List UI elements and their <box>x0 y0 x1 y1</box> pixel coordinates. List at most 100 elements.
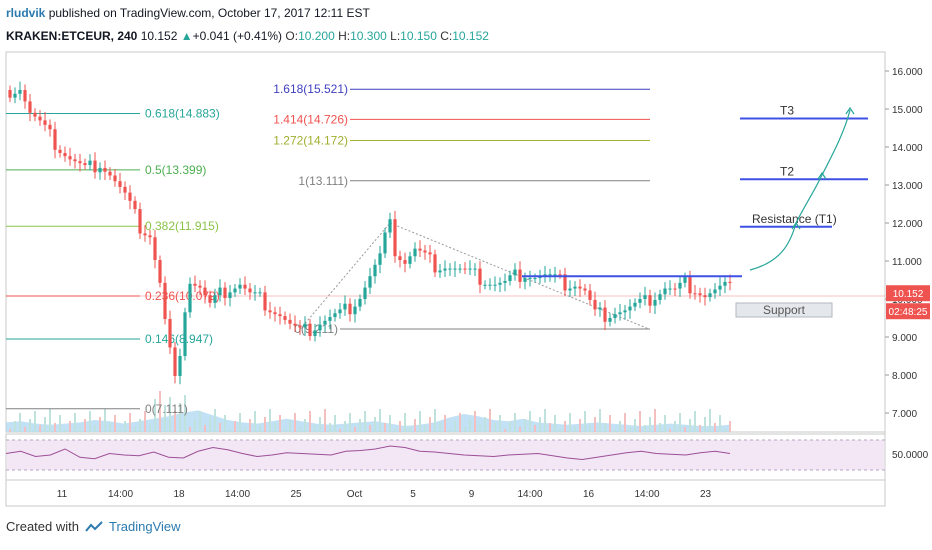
candle-body <box>78 161 82 164</box>
candle-body <box>163 282 167 319</box>
candle-body <box>253 292 257 294</box>
volume-bar <box>669 429 671 432</box>
candle-body <box>483 284 487 286</box>
volume-bar <box>74 413 76 432</box>
volume-bar <box>264 417 266 432</box>
candle-body <box>383 232 387 254</box>
candle-body <box>428 252 432 255</box>
open-label: O: <box>285 29 299 43</box>
volume-bar <box>599 409 601 432</box>
volume-bar <box>504 429 506 432</box>
candle-body <box>378 253 382 265</box>
price-tick-label: 12.000 <box>892 219 923 230</box>
candle-body <box>348 303 352 315</box>
volume-bar <box>479 425 481 432</box>
symbol-line: KRAKEN:ETCEUR, 240 10.152 ▲+0.041 (+0.41… <box>6 29 489 43</box>
volume-bar <box>334 415 336 432</box>
candle-body <box>613 314 617 318</box>
candle-body <box>223 287 227 299</box>
candle-body <box>88 160 92 166</box>
volume-bar <box>139 419 141 432</box>
volume-bar <box>594 417 596 432</box>
volume-bar <box>94 425 96 432</box>
candle-body <box>98 167 102 173</box>
candle-body <box>393 219 397 257</box>
volume-bar <box>389 415 391 432</box>
candle-body <box>478 268 482 285</box>
t3-label: T3 <box>780 104 794 118</box>
volume-bar <box>469 419 471 432</box>
created-with-text: Created with <box>6 519 79 534</box>
candle-body <box>338 309 342 314</box>
candle-body <box>673 288 677 290</box>
candle-body <box>133 200 137 210</box>
volume-bar <box>559 429 561 432</box>
volume-bar <box>54 423 56 432</box>
volume-bar <box>39 425 41 432</box>
candle-body <box>573 286 577 289</box>
volume-bar <box>394 429 396 432</box>
candle-body <box>398 256 402 261</box>
candle-body <box>518 269 522 282</box>
candle-body <box>203 287 207 296</box>
price-tick-label: 15.000 <box>892 105 923 116</box>
candle-body <box>298 325 302 328</box>
candle-body <box>493 284 497 286</box>
candle-body <box>563 274 567 291</box>
volume-bar <box>639 411 641 432</box>
last-price-tag <box>886 285 930 302</box>
volume-bar <box>549 423 551 432</box>
publish-line: rludvik published on TradingView.com, Oc… <box>6 6 370 20</box>
candle-body <box>353 306 357 315</box>
low-value: 10.150 <box>400 29 437 43</box>
candle-body <box>293 323 297 326</box>
candle-body <box>678 282 682 289</box>
candle-body <box>688 277 692 294</box>
author-link[interactable]: rludvik <box>6 6 46 20</box>
candle-body <box>533 278 537 280</box>
tradingview-brand[interactable]: TradingView <box>108 519 181 534</box>
candle-body <box>188 283 192 313</box>
time-tick-label: 9 <box>469 489 475 500</box>
volume-bar <box>214 409 216 432</box>
volume-bar <box>14 421 16 432</box>
volume-bar <box>99 417 101 432</box>
candle-body <box>443 268 447 271</box>
arrowhead-icon <box>845 106 855 115</box>
volume-bar <box>439 423 441 432</box>
volume-bar <box>274 423 276 432</box>
volume-bar <box>319 417 321 432</box>
volume-bar <box>474 411 476 432</box>
volume-bar <box>629 427 631 432</box>
candle-body <box>633 302 637 307</box>
candle-body <box>598 307 602 310</box>
candle-body <box>143 233 147 236</box>
volume-bar <box>154 399 156 432</box>
price-tick-label: 9.000 <box>892 333 917 344</box>
volume-bar <box>119 429 121 432</box>
volume-bar <box>169 397 171 432</box>
volume-bar <box>164 405 166 432</box>
volume-bar <box>49 409 51 432</box>
candle-body <box>308 323 312 337</box>
candle-body <box>368 276 372 288</box>
symbol[interactable]: KRAKEN:ETCEUR, 240 <box>6 29 138 43</box>
candle-body <box>248 288 252 293</box>
candle-body <box>648 295 652 306</box>
time-tick-label: 11 <box>57 489 68 500</box>
candle-body <box>438 270 442 273</box>
volume-bar <box>289 421 291 432</box>
close-label: C: <box>440 29 453 43</box>
volume-bar <box>464 427 466 432</box>
rsi-axis-label: 50.0000 <box>892 450 929 461</box>
candle-body <box>703 295 707 298</box>
volume-bar <box>384 423 386 432</box>
candle-body <box>578 286 582 289</box>
fib-ext-label: 1.272(14.172) <box>273 133 348 147</box>
projection-arrow <box>749 222 797 271</box>
candle-body <box>68 156 72 160</box>
fib-ext-label: 1.618(15.521) <box>273 82 348 96</box>
volume-bar <box>644 425 646 432</box>
volume-bar <box>729 421 731 432</box>
